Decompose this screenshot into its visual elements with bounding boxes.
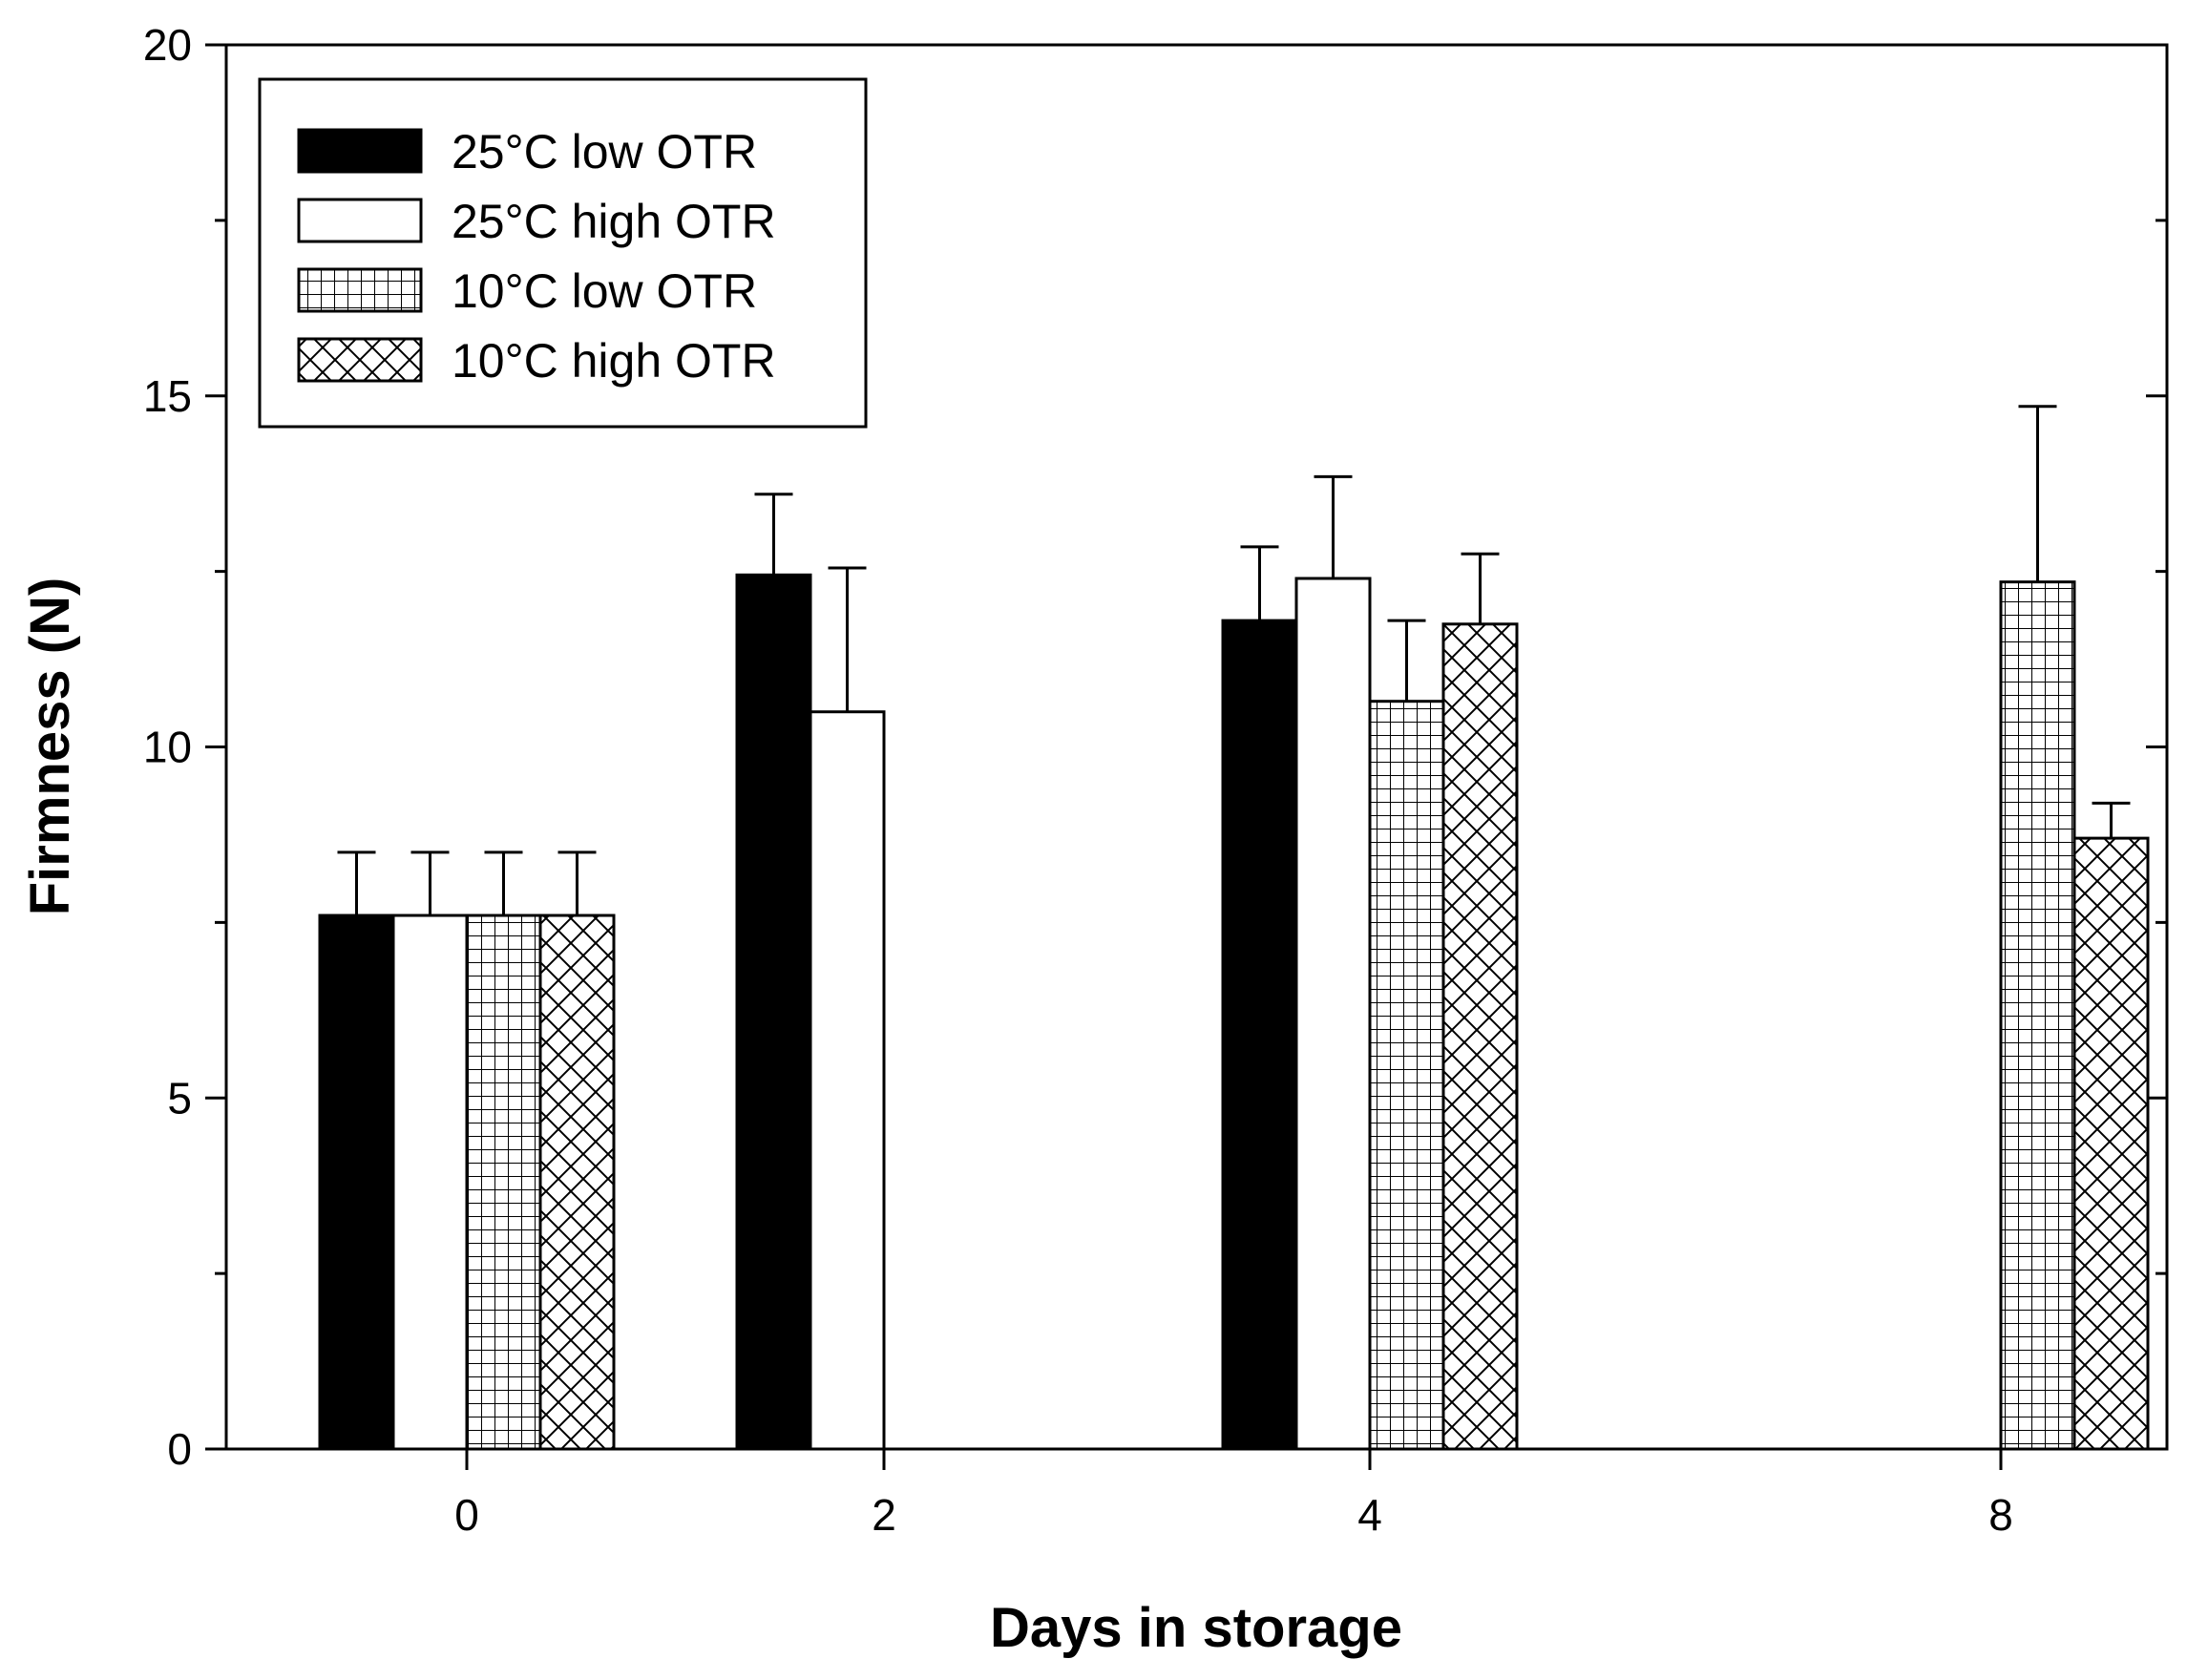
x-axis-title: Days in storage [990,1597,1402,1659]
y-tick-label: 5 [167,1073,192,1123]
bar [2072,836,2150,1451]
y-axis-title: Firmness (N) [19,578,81,916]
legend: 25°C low OTR 25°C high OTR 10°C low OTR 10°… [258,77,868,429]
legend-label: 10°C high OTR [452,334,776,388]
bar [1368,700,1445,1451]
x-axis: 0 2 4 8 [454,1449,2013,1540]
error-bars [337,405,2131,916]
bar [465,914,542,1451]
legend-label: 25°C low OTR [452,125,757,178]
legend-swatch [297,337,423,383]
bar [1441,622,1519,1451]
y-tick-label: 10 [143,723,192,772]
legend-swatch [297,198,423,243]
bar [391,914,469,1451]
bar [318,914,395,1451]
bar [1221,619,1298,1451]
bar [809,710,886,1451]
x-tick-label: 2 [872,1490,896,1540]
bar [735,573,812,1451]
legend-swatch [297,267,423,313]
x-tick-label: 0 [454,1490,479,1540]
legend-swatch [297,128,423,174]
bar [1294,577,1372,1451]
y-tick-label: 20 [143,20,192,70]
x-tick-label: 8 [1988,1490,2013,1540]
bar [1999,580,2076,1451]
bar [538,914,616,1451]
x-tick-label: 4 [1357,1490,1382,1540]
bar-groups [318,573,2150,1451]
legend-label: 25°C high OTR [452,195,776,248]
legend-label: 10°C low OTR [452,264,757,318]
y-axis: 0 5 10 15 20 [143,20,2167,1474]
y-tick-label: 0 [167,1424,192,1474]
y-tick-label: 15 [143,371,192,421]
